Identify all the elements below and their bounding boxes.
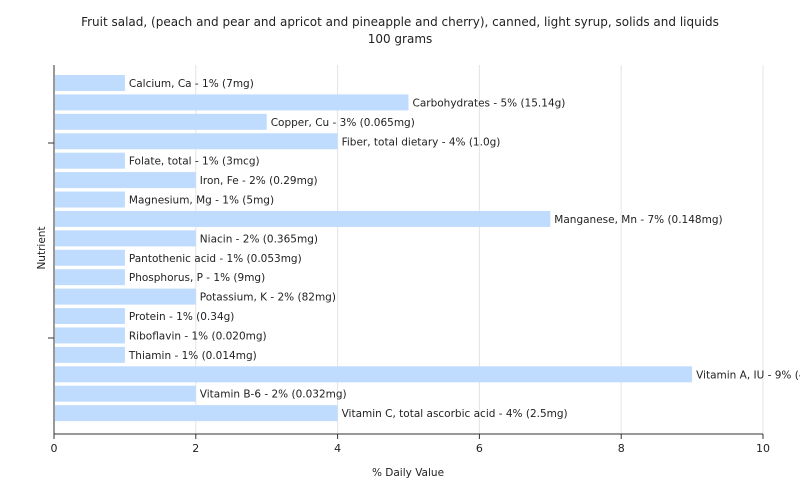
bar-label-9: Pantothenic acid - 1% (0.053mg)	[129, 253, 302, 265]
bar-5	[55, 172, 196, 189]
y-axis-label: Nutrient	[36, 226, 48, 269]
bar-13	[55, 327, 125, 344]
bar-15	[55, 366, 693, 383]
bar-label-13: Riboflavin - 1% (0.020mg)	[129, 330, 267, 342]
chart-subtitle: 100 grams	[367, 32, 433, 46]
bar-label-3: Fiber, total dietary - 4% (1.0g)	[342, 136, 501, 148]
x-tick-label-3: 6	[476, 442, 483, 455]
bar-label-7: Manganese, Mn - 7% (0.148mg)	[554, 214, 722, 226]
chart-title: Fruit salad, (peach and pear and apricot…	[0, 14, 800, 48]
bar-label-1: Carbohydrates - 5% (15.14g)	[413, 97, 566, 109]
bar-label-2: Copper, Cu - 3% (0.065mg)	[271, 117, 415, 129]
bar-4	[55, 152, 125, 169]
x-tick-label-1: 2	[192, 442, 199, 455]
chart-title-line: Fruit salad, (peach and pear and apricot…	[81, 15, 719, 29]
bar-label-11: Potassium, K - 2% (82mg)	[200, 292, 336, 304]
bar-1	[55, 94, 409, 111]
bar-9	[55, 249, 125, 266]
bar-label-17: Vitamin C, total ascorbic acid - 4% (2.5…	[342, 408, 568, 420]
bar-label-8: Niacin - 2% (0.365mg)	[200, 233, 318, 245]
bar-label-0: Calcium, Ca - 1% (7mg)	[129, 78, 254, 90]
bar-7	[55, 210, 551, 227]
x-tick-label-2: 4	[334, 442, 341, 455]
bar-label-16: Vitamin B-6 - 2% (0.032mg)	[200, 389, 347, 401]
x-tick-label-5: 10	[756, 442, 770, 455]
bar-17	[55, 405, 338, 422]
axes: 0 2 4 6 8 10	[48, 65, 770, 455]
bar-8	[55, 230, 196, 247]
bar-label-4: Folate, total - 1% (3mcg)	[129, 156, 260, 168]
bar-2	[55, 113, 267, 130]
bars: Calcium, Ca - 1% (7mg) Carbohydrates - 5%…	[55, 75, 800, 422]
x-tick-label-0: 0	[51, 442, 58, 455]
bar-label-6: Magnesium, Mg - 1% (5mg)	[129, 195, 274, 207]
bar-6	[55, 191, 125, 208]
bar-label-12: Protein - 1% (0.34g)	[129, 311, 235, 323]
bar-14	[55, 346, 125, 363]
bar-0	[55, 75, 125, 91]
bar-label-10: Phosphorus, P - 1% (9mg)	[129, 272, 265, 284]
bar-3	[55, 133, 338, 150]
bar-label-15: Vitamin A, IU - 9% (429IU)	[696, 369, 800, 381]
bar-label-14: Thiamin - 1% (0.014mg)	[128, 350, 257, 362]
bar-label-5: Iron, Fe - 2% (0.29mg)	[200, 175, 318, 187]
x-tick-label-4: 8	[618, 442, 625, 455]
bar-12	[55, 308, 125, 325]
bar-16	[55, 385, 196, 402]
bar-10	[55, 269, 125, 286]
x-axis-label: % Daily Value	[372, 467, 444, 479]
bar-11	[55, 288, 196, 305]
